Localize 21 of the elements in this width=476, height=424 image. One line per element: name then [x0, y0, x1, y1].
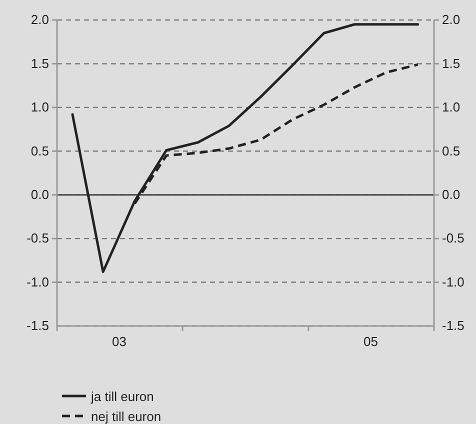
- y-tick-label: 1.0: [30, 100, 49, 115]
- y2-tick-label: -0.5: [442, 230, 464, 246]
- legend-label: nej till euron: [91, 409, 162, 424]
- y-tick-label: 0.0: [30, 187, 49, 202]
- y2-tick-label: 0.0: [442, 187, 460, 202]
- y-tick-label: -1.0: [26, 274, 49, 290]
- line-series: [71, 23, 420, 274]
- x-tick-label: 05: [363, 334, 378, 350]
- y-tick-label: 1.5: [30, 56, 49, 71]
- y2-tick-label: -1.5: [442, 318, 464, 334]
- y2-tick-label: 1.0: [442, 100, 460, 115]
- y-tick-label: 0.5: [30, 143, 49, 158]
- y2-tick-label: 2.0: [442, 12, 460, 28]
- y-tick-label: 2.0: [30, 12, 49, 28]
- y2-tick-label: 1.5: [442, 56, 460, 71]
- y2-tick-label: -1.0: [442, 274, 464, 290]
- legend-label: ja till euron: [90, 389, 154, 404]
- y-tick-label: -1.5: [26, 318, 49, 334]
- y2-tick-label: 0.5: [442, 143, 460, 158]
- y-tick-label: -0.5: [26, 230, 49, 246]
- x-tick-label: 03: [112, 334, 126, 350]
